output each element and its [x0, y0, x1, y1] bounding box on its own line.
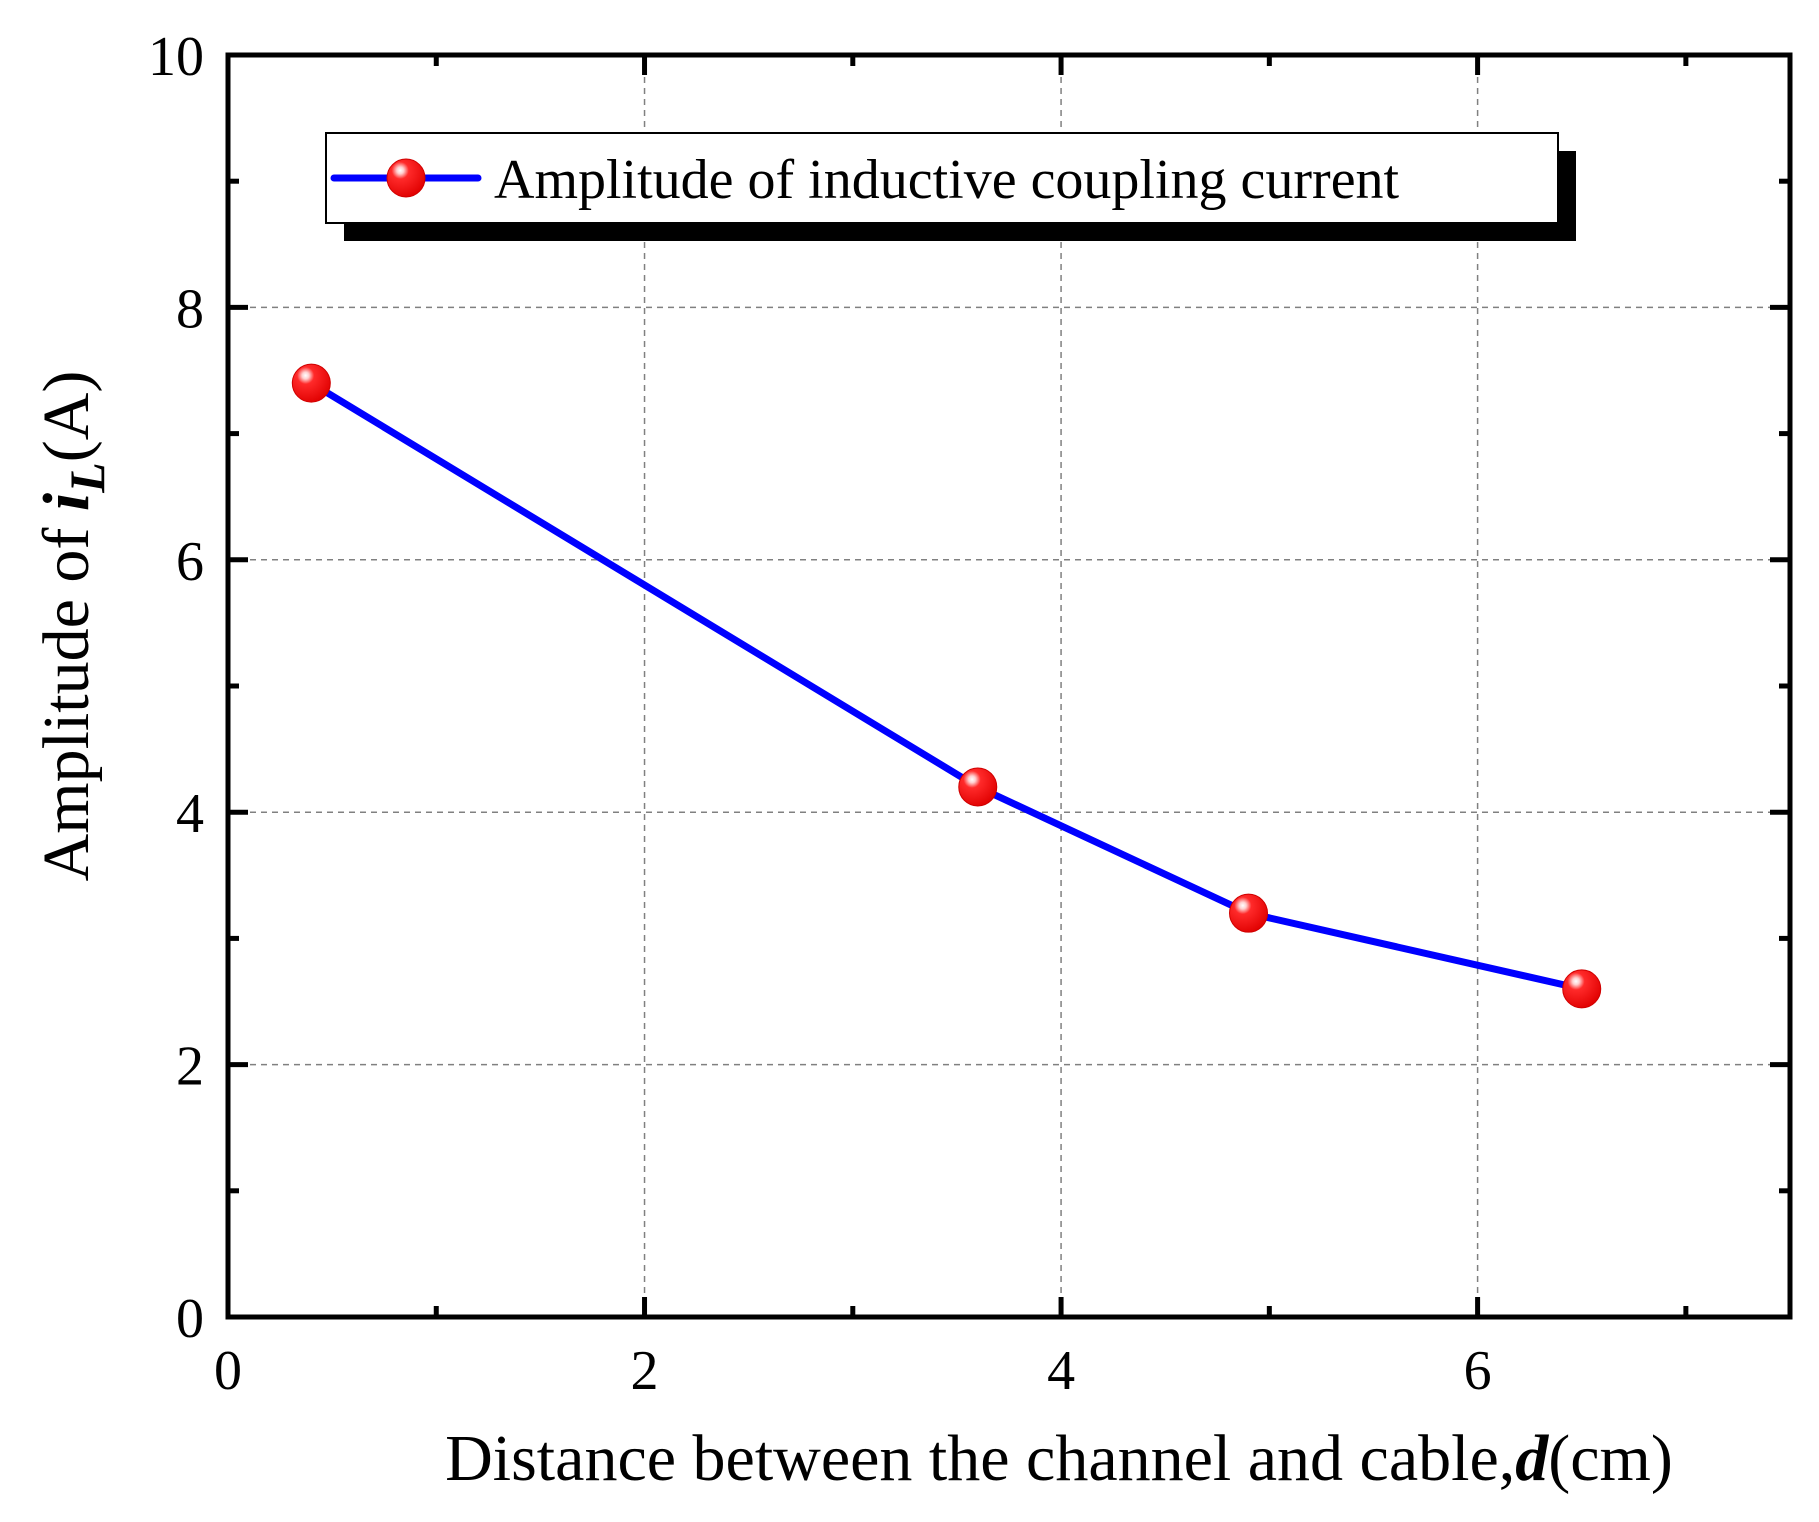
plot-frame	[225, 52, 1793, 1320]
y-axis-label: Amplitude of iL(A)	[30, 371, 115, 882]
legend-box	[325, 132, 1559, 224]
x-tick-label: 0	[214, 1340, 242, 1402]
x-tick-label: 6	[1464, 1340, 1492, 1402]
y-axis-label-prefix: Amplitude of	[30, 511, 103, 881]
y-tick-label: 6	[176, 531, 204, 593]
data-point-marker	[291, 363, 331, 403]
legend: Amplitude of inductive coupling current	[325, 132, 1576, 241]
x-tick-label: 2	[631, 1340, 659, 1402]
x-axis-label-suffix: (cm)	[1548, 1422, 1673, 1495]
y-axis-label-suffix: (A)	[30, 371, 103, 463]
y-tick-label: 8	[176, 278, 204, 340]
y-tick-label: 2	[176, 1036, 204, 1098]
plot-frame-border	[225, 52, 1793, 1320]
series-line	[307, 379, 1586, 993]
x-axis-label-prefix: Distance between the channel and cable,	[445, 1422, 1515, 1495]
series-layer	[291, 363, 1602, 1009]
x-axis-label-var: d	[1515, 1422, 1549, 1495]
legend-label: Amplitude of inductive coupling current	[494, 149, 1400, 211]
grid-layer	[228, 55, 1790, 1317]
axis-ticks: 0 2 4 6 0 2 4 6 8 10	[148, 26, 1790, 1402]
y-tick-label: 0	[176, 1288, 204, 1350]
data-point-marker	[1229, 893, 1269, 933]
data-point-marker	[1562, 969, 1602, 1009]
data-point-marker	[958, 767, 998, 807]
y-tick-label: 4	[176, 783, 204, 845]
y-tick-label: 10	[148, 26, 204, 88]
x-tick-label: 4	[1047, 1340, 1075, 1402]
x-axis-label: Distance between the channel and cable,d…	[445, 1422, 1673, 1495]
y-axis-label-subscript: L	[59, 462, 115, 494]
axis-labels: Distance between the channel and cable,d…	[30, 371, 1673, 1495]
legend-marker-sample	[386, 158, 426, 198]
y-axis-label-var: i	[30, 492, 103, 511]
